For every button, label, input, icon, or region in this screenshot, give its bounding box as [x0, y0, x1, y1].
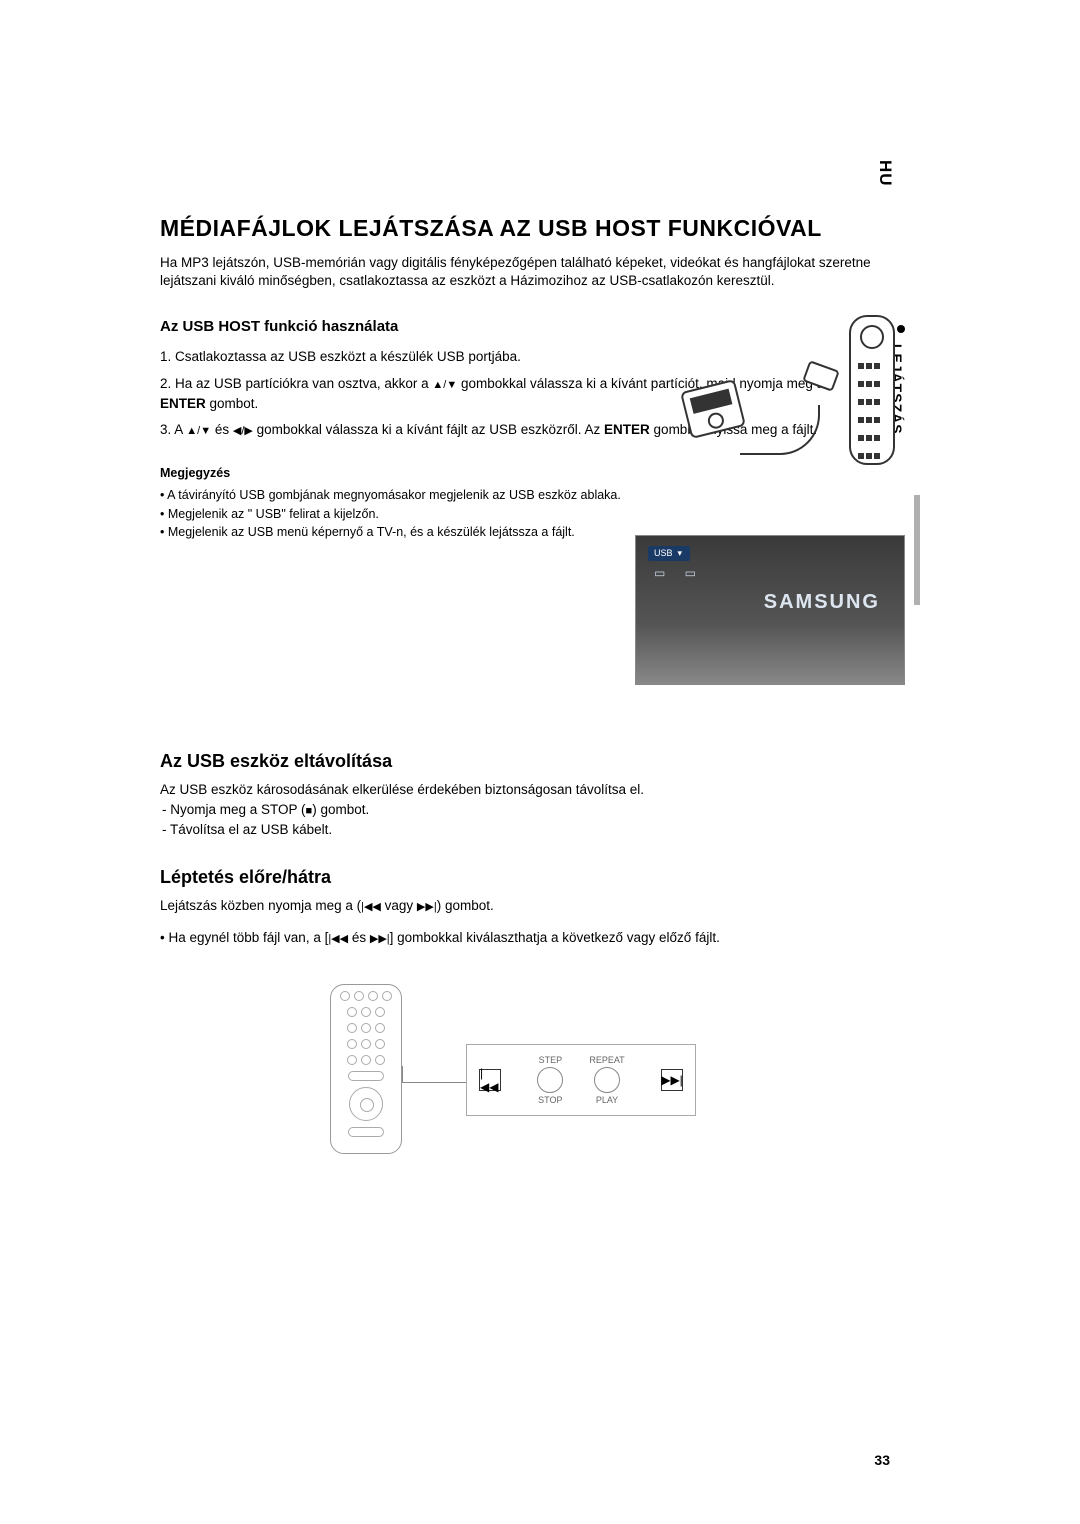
remote-button-grid: [857, 357, 887, 447]
step3-enter: ENTER: [604, 422, 650, 437]
up-down-icon: ▲/▼: [432, 379, 457, 391]
device-illustration: [645, 315, 905, 475]
notes: • A távirányító USB gombjának megnyomása…: [160, 486, 880, 540]
step2-enter: ENTER: [160, 396, 206, 411]
remote-top-button: [860, 325, 884, 349]
remote-outline: [849, 315, 895, 465]
remote-diagram: |◀◀ STEP STOP REPEAT PLAY ▶▶|: [330, 984, 710, 1154]
step3-b: és: [211, 422, 233, 437]
panel-next-icon: ▶▶|: [661, 1069, 683, 1091]
tv-brand: SAMSUNG: [764, 591, 880, 614]
skip-heading: Léptetés előre/hátra: [160, 867, 880, 888]
skip-body: Lejátszás közben nyomja meg a (|◀◀ vagy …: [160, 896, 880, 949]
leader-line: [402, 1082, 466, 1083]
zoom-label-br: PLAY: [589, 1095, 624, 1105]
step2-d: gombot.: [206, 396, 259, 411]
mp3-screen: [690, 389, 733, 414]
mp3-player: [680, 379, 746, 439]
skip-note: • Ha egynél több fájl van, a [|◀◀ és ▶▶|…: [160, 928, 880, 948]
removal-p: Az USB eszköz károsodásának elkerülése é…: [160, 780, 880, 800]
zoom-panel: |◀◀ STEP STOP REPEAT PLAY ▶▶|: [466, 1044, 696, 1116]
up-down-icon-2: ▲/▼: [186, 425, 211, 437]
usb-plug: [802, 360, 840, 392]
zoom-label-bl: STOP: [537, 1095, 563, 1105]
panel-col-right: REPEAT PLAY: [589, 1055, 624, 1105]
next-icon-2: ▶▶|: [370, 933, 390, 945]
step3-c: gombokkal válassza ki a kívánt fájlt az …: [253, 422, 604, 437]
usb-cable: [740, 405, 820, 455]
zoom-circ-2: [594, 1067, 620, 1093]
side-accent-bar: [914, 495, 920, 605]
zoom-circ-1: [537, 1067, 563, 1093]
left-right-icon: ◀/▶: [233, 425, 253, 437]
prev-icon-2: |◀◀: [328, 933, 348, 945]
note-1: • A távirányító USB gombjának megnyomása…: [160, 486, 880, 504]
step2-a: 2. Ha az USB partíciókra van osztva, akk…: [160, 376, 432, 391]
skip-p: Lejátszás közben nyomja meg a (|◀◀ vagy …: [160, 896, 880, 916]
note-2: • Megjelenik az " USB" felirat a kijelző…: [160, 505, 880, 523]
step3-a: 3. A: [160, 422, 186, 437]
panel-col-left: STEP STOP: [537, 1055, 563, 1105]
mp3-pad: [706, 411, 725, 430]
tv-usb-badge: USB ▾: [648, 546, 690, 561]
removal-heading: Az USB eszköz eltávolítása: [160, 751, 880, 772]
removal-b1: - Nyomja meg a STOP (■) gombot.: [162, 800, 880, 820]
mini-remote: [330, 984, 402, 1154]
zoom-label-tl: STEP: [537, 1055, 563, 1065]
intro-text: Ha MP3 lejátszón, USB-memórián vagy digi…: [160, 254, 880, 290]
zoom-label-tr: REPEAT: [589, 1055, 624, 1065]
panel-prev-icon: |◀◀: [479, 1069, 501, 1091]
removal-b2: - Távolítsa el az USB kábelt.: [162, 820, 880, 840]
section-title: MÉDIAFÁJLOK LEJÁTSZÁSA AZ USB HOST FUNKC…: [160, 215, 880, 242]
page-number: 33: [874, 1452, 890, 1468]
prev-icon: |◀◀: [361, 901, 381, 913]
next-icon: ▶▶|: [417, 901, 437, 913]
language-tab: HU: [875, 160, 895, 187]
tv-screenshot: USB ▾ ▭ ▭ SAMSUNG: [635, 535, 905, 685]
tv-mode-icons: ▭ ▭: [654, 566, 704, 580]
removal-body: Az USB eszköz károsodásának elkerülése é…: [160, 780, 880, 841]
